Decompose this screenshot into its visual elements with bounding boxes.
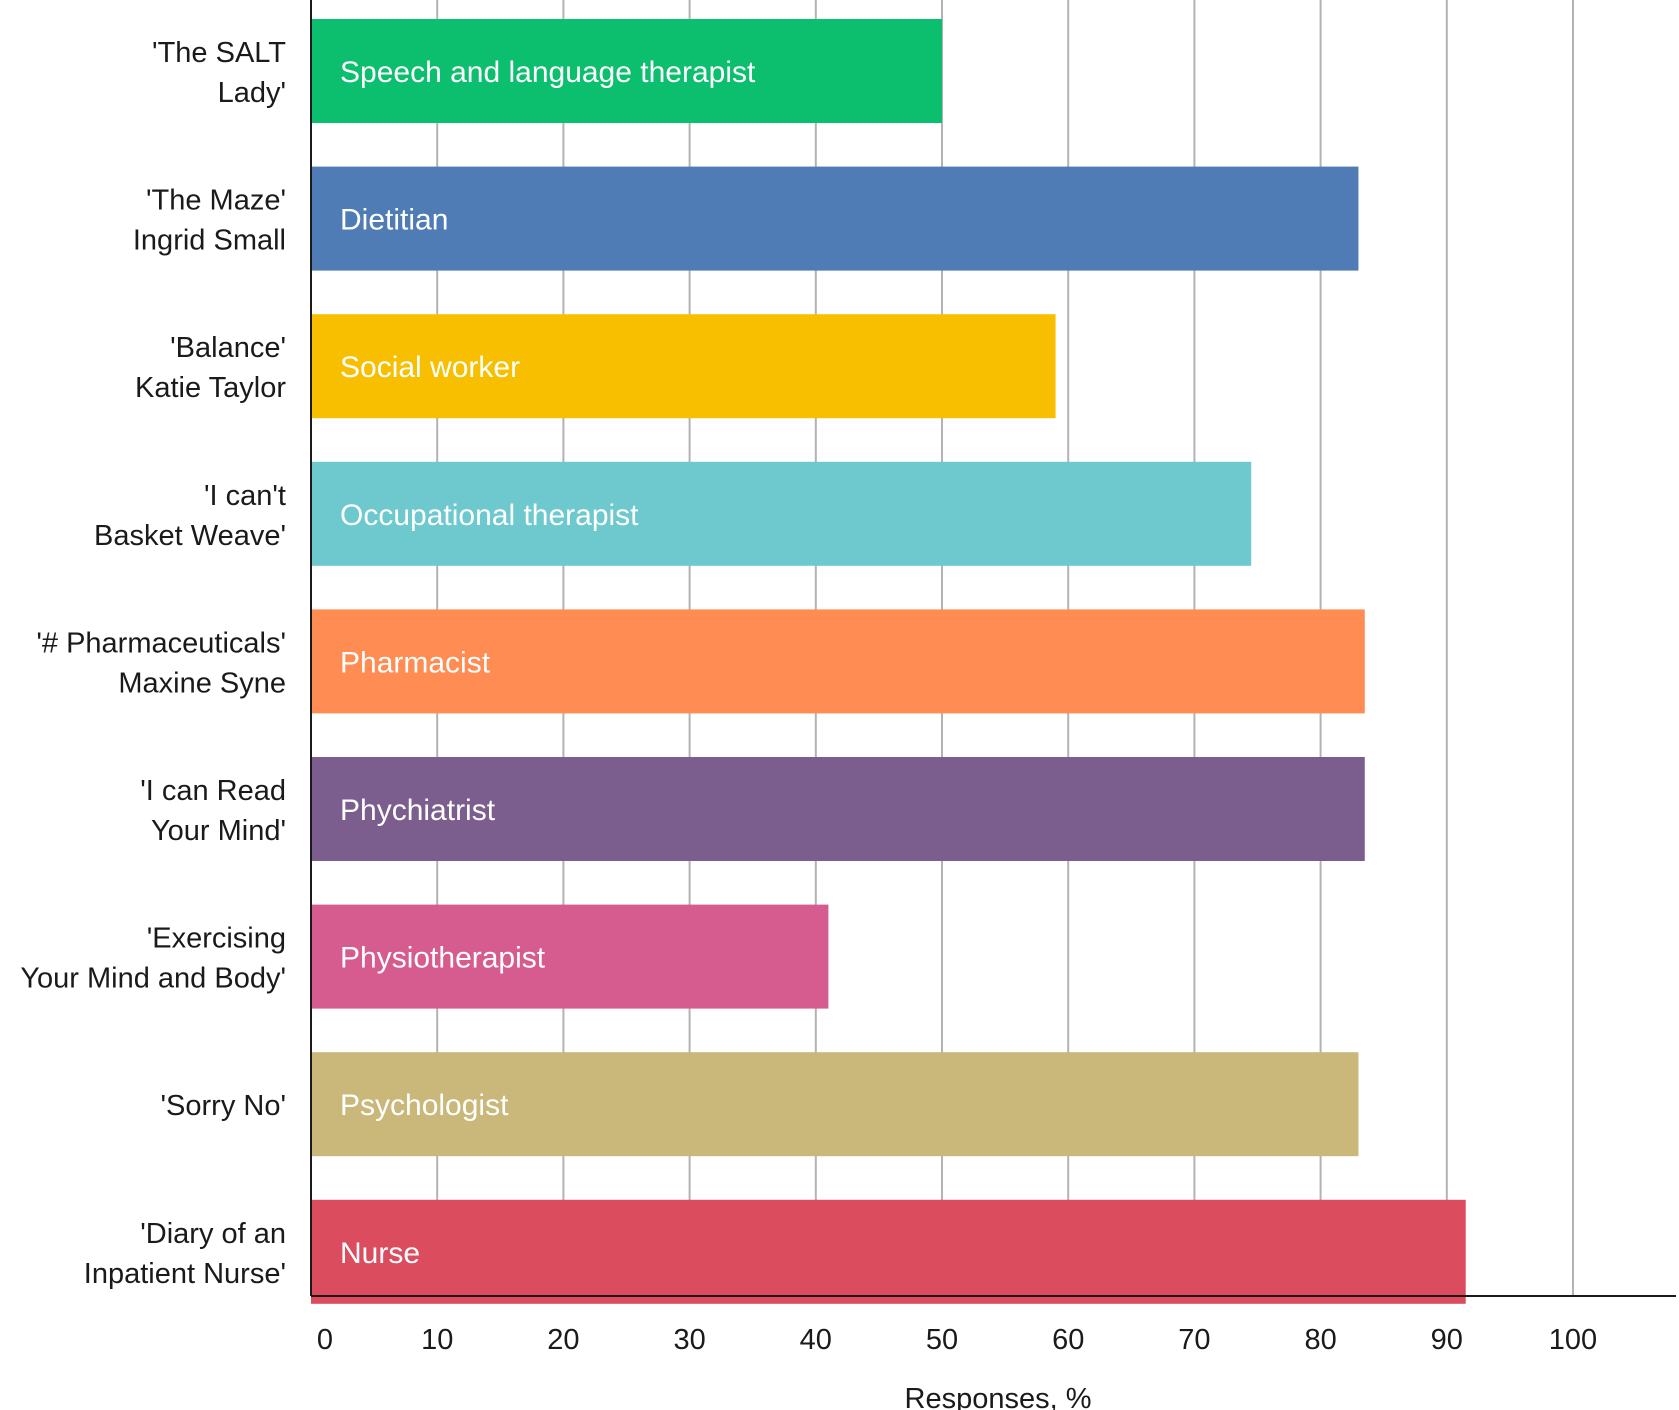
x-tick-label: 10 (421, 1324, 453, 1356)
category-label: Your Mind and Body' (20, 963, 286, 995)
bar (311, 1199, 1466, 1304)
category-labels: 'The SALT Lady' 'The Maze' Ingrid Small 'Bal… (20, 37, 286, 1290)
bar (311, 1052, 1359, 1157)
bar-label: Dietitian (340, 204, 448, 237)
category-label: 'I can Read (140, 775, 286, 807)
bar (311, 757, 1365, 861)
bar-label: Physiotherapist (340, 942, 546, 975)
category-label: 'Diary of an (140, 1218, 286, 1250)
x-tick-label: 40 (800, 1324, 832, 1356)
bar (311, 904, 829, 1009)
x-tick-label: 50 (926, 1324, 958, 1356)
category-label: Basket Weave' (94, 520, 286, 552)
bar (311, 609, 1365, 714)
axes (310, 0, 1676, 1297)
category-label: Inpatient Nurse' (84, 1258, 286, 1290)
x-tick-label: 60 (1052, 1324, 1084, 1356)
bar-label: Speech and language therapist (340, 56, 756, 89)
x-tick-label: 70 (1178, 1324, 1210, 1356)
x-tick-label: 20 (547, 1324, 579, 1356)
bar-label: Nurse (340, 1237, 420, 1270)
category-label: 'Exercising (147, 923, 286, 955)
bar-label: Pharmacist (340, 646, 491, 679)
x-tick-label: 100 (1549, 1324, 1597, 1356)
bar (311, 19, 942, 123)
category-label: 'I can't (204, 480, 286, 512)
bar-label: Phychiatrist (340, 794, 496, 827)
bars: Speech and language therapist Dietitian So… (311, 19, 1466, 1304)
x-tick-label: 0 (317, 1324, 333, 1356)
category-label: '# Pharmaceuticals' (36, 627, 286, 659)
bar-label: Occupational therapist (340, 499, 639, 532)
category-label: 'The Maze' (146, 185, 286, 217)
x-tick-label: 90 (1431, 1324, 1463, 1356)
bar (311, 166, 1359, 271)
bar-label: Social worker (340, 351, 520, 384)
x-tick-labels: 0 10 20 30 40 50 60 70 80 90 100 (317, 1324, 1597, 1356)
x-tick-label: 80 (1304, 1324, 1336, 1356)
category-label: 'Sorry No' (161, 1090, 287, 1122)
bar-label: Psychologist (340, 1089, 509, 1122)
category-label: Katie Taylor (135, 372, 286, 404)
bar (311, 461, 1252, 566)
category-label: 'The SALT (152, 37, 286, 69)
category-label: Maxine Syne (118, 667, 286, 699)
category-label: Lady' (218, 77, 286, 109)
x-tick-label: 30 (673, 1324, 705, 1356)
category-label: Ingrid Small (133, 225, 286, 257)
category-label: Your Mind' (151, 815, 286, 847)
x-axis-title: Responses, % (905, 1383, 1092, 1410)
category-label: 'Balance' (170, 332, 286, 364)
bar (311, 314, 1056, 419)
